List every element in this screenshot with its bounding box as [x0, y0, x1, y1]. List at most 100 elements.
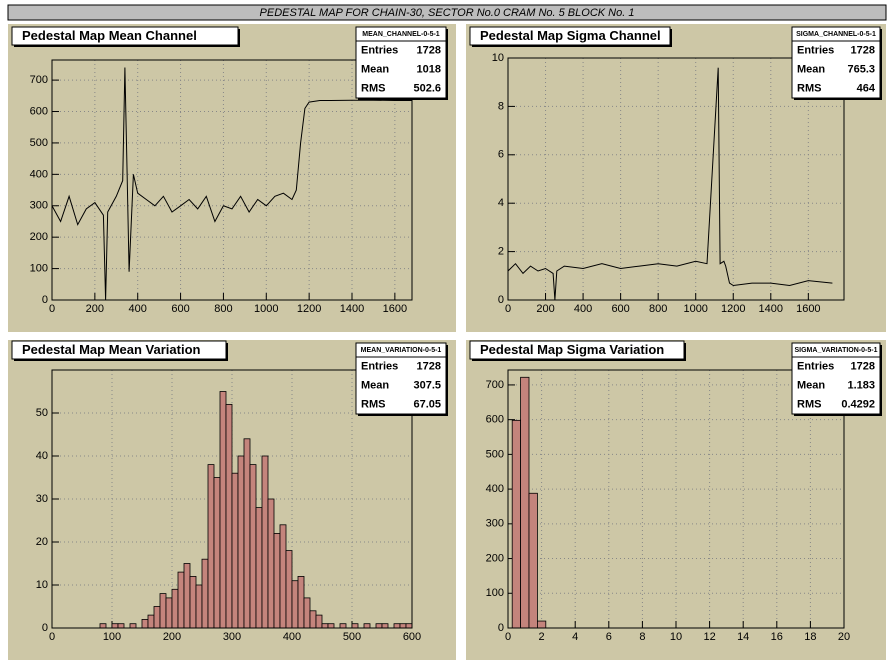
stats-value: 765.3	[847, 63, 875, 75]
stats-value: 1728	[851, 44, 875, 56]
y-tick-label: 700	[30, 74, 48, 86]
stats-label: RMS	[361, 398, 385, 410]
y-tick-label: 4	[498, 197, 504, 209]
hist-bar	[165, 597, 173, 629]
y-tick-label: 400	[486, 483, 504, 495]
y-tick-label: 100	[30, 262, 48, 274]
y-tick-label: 200	[30, 231, 48, 243]
hist-bar	[267, 498, 275, 629]
x-tick-label: 6	[606, 631, 612, 643]
hist-bar	[381, 623, 389, 629]
x-tick-label: 12	[703, 631, 715, 643]
y-tick-label: 50	[36, 407, 48, 419]
hist-bar	[219, 391, 227, 629]
y-tick-label: 10	[36, 579, 48, 591]
hist-bar	[363, 623, 371, 629]
hist-bar	[511, 419, 522, 629]
stats-label: Mean	[797, 379, 825, 391]
y-tick-label: 500	[30, 137, 48, 149]
chart-title: Pedestal Map Mean Channel	[22, 28, 197, 43]
x-tick-label: 0	[49, 631, 55, 643]
x-tick-label: 14	[737, 631, 749, 643]
x-tick-label: 1200	[721, 303, 745, 315]
y-tick-label: 0	[498, 622, 504, 634]
stats-box	[355, 26, 447, 99]
x-tick-label: 200	[163, 631, 181, 643]
hist-bar	[339, 623, 347, 629]
stats-label: Entries	[361, 360, 398, 372]
frame-border	[51, 369, 413, 629]
y-tick-label: 8	[498, 100, 504, 112]
stats-value: 1728	[851, 360, 875, 372]
y-tick-label: 600	[486, 414, 504, 426]
x-tick-label: 200	[86, 303, 104, 315]
hist-bar	[537, 620, 547, 629]
y-tick-label: 300	[486, 518, 504, 530]
x-tick-label: 0	[505, 631, 511, 643]
hist-bar	[321, 623, 329, 629]
x-tick-label: 800	[649, 303, 667, 315]
stats-value: 502.6	[413, 82, 441, 94]
x-tick-label: 1600	[796, 303, 820, 315]
x-tick-label: 600	[403, 631, 421, 643]
hist-bar	[351, 623, 359, 629]
hist-bar	[279, 524, 287, 629]
stats-value: 1018	[417, 63, 441, 75]
title-box	[11, 26, 239, 46]
x-tick-label: 0	[49, 303, 55, 315]
hist-bar	[141, 619, 149, 629]
x-tick-label: 1600	[383, 303, 407, 315]
x-tick-label: 100	[103, 631, 121, 643]
chart-title: Pedestal Map Sigma Variation	[480, 342, 664, 357]
hist-bar	[159, 593, 167, 629]
stats-name: SIGMA_CHANNEL-0-5-1	[796, 31, 876, 38]
hist-bar	[225, 403, 233, 629]
y-tick-label: 0	[42, 294, 48, 306]
y-tick-label: 10	[492, 52, 504, 64]
y-tick-label: 400	[30, 168, 48, 180]
hist-bar	[183, 563, 191, 629]
y-tick-label: 2	[498, 246, 504, 258]
chart-title: Pedestal Map Mean Variation	[22, 342, 201, 357]
stats-label: RMS	[797, 82, 821, 94]
x-tick-label: 1400	[759, 303, 783, 315]
stats-label: Mean	[361, 379, 389, 391]
hist-bar	[177, 571, 185, 629]
title-box	[469, 340, 685, 360]
hist-bar	[297, 576, 305, 629]
x-tick-label: 800	[214, 303, 232, 315]
hist-bar	[213, 477, 221, 629]
hist-bar	[111, 623, 119, 629]
x-tick-label: 400	[129, 303, 147, 315]
x-tick-label: 1200	[297, 303, 321, 315]
page-title: PEDESTAL MAP FOR CHAIN-30, SECTOR No.0 C…	[260, 7, 635, 19]
hist-bar	[195, 584, 203, 629]
y-tick-label: 6	[498, 149, 504, 161]
stats-label: Entries	[797, 44, 834, 56]
x-tick-label: 20	[838, 631, 850, 643]
x-tick-label: 1000	[683, 303, 707, 315]
y-tick-label: 500	[486, 448, 504, 460]
stats-box	[791, 26, 881, 99]
hist-bar	[528, 492, 538, 629]
data-line	[51, 67, 412, 301]
hist-bar	[375, 623, 383, 629]
hist-bar	[315, 614, 323, 629]
hist-bar	[309, 610, 317, 629]
hist-bar	[99, 623, 107, 629]
chart-title: Pedestal Map Sigma Channel	[480, 28, 661, 43]
hist-bar	[129, 623, 137, 629]
x-tick-label: 4	[572, 631, 578, 643]
stats-box	[791, 342, 881, 415]
stats-value: 0.4292	[841, 398, 875, 410]
stats-value: 1.183	[847, 379, 875, 391]
x-tick-label: 1400	[340, 303, 364, 315]
hist-bar	[405, 623, 413, 629]
stats-value: 67.05	[413, 398, 441, 410]
y-tick-label: 200	[486, 552, 504, 564]
hist-bar	[291, 580, 299, 629]
hist-bar	[249, 464, 257, 629]
stats-label: Mean	[361, 63, 389, 75]
hist-bar	[261, 455, 269, 629]
